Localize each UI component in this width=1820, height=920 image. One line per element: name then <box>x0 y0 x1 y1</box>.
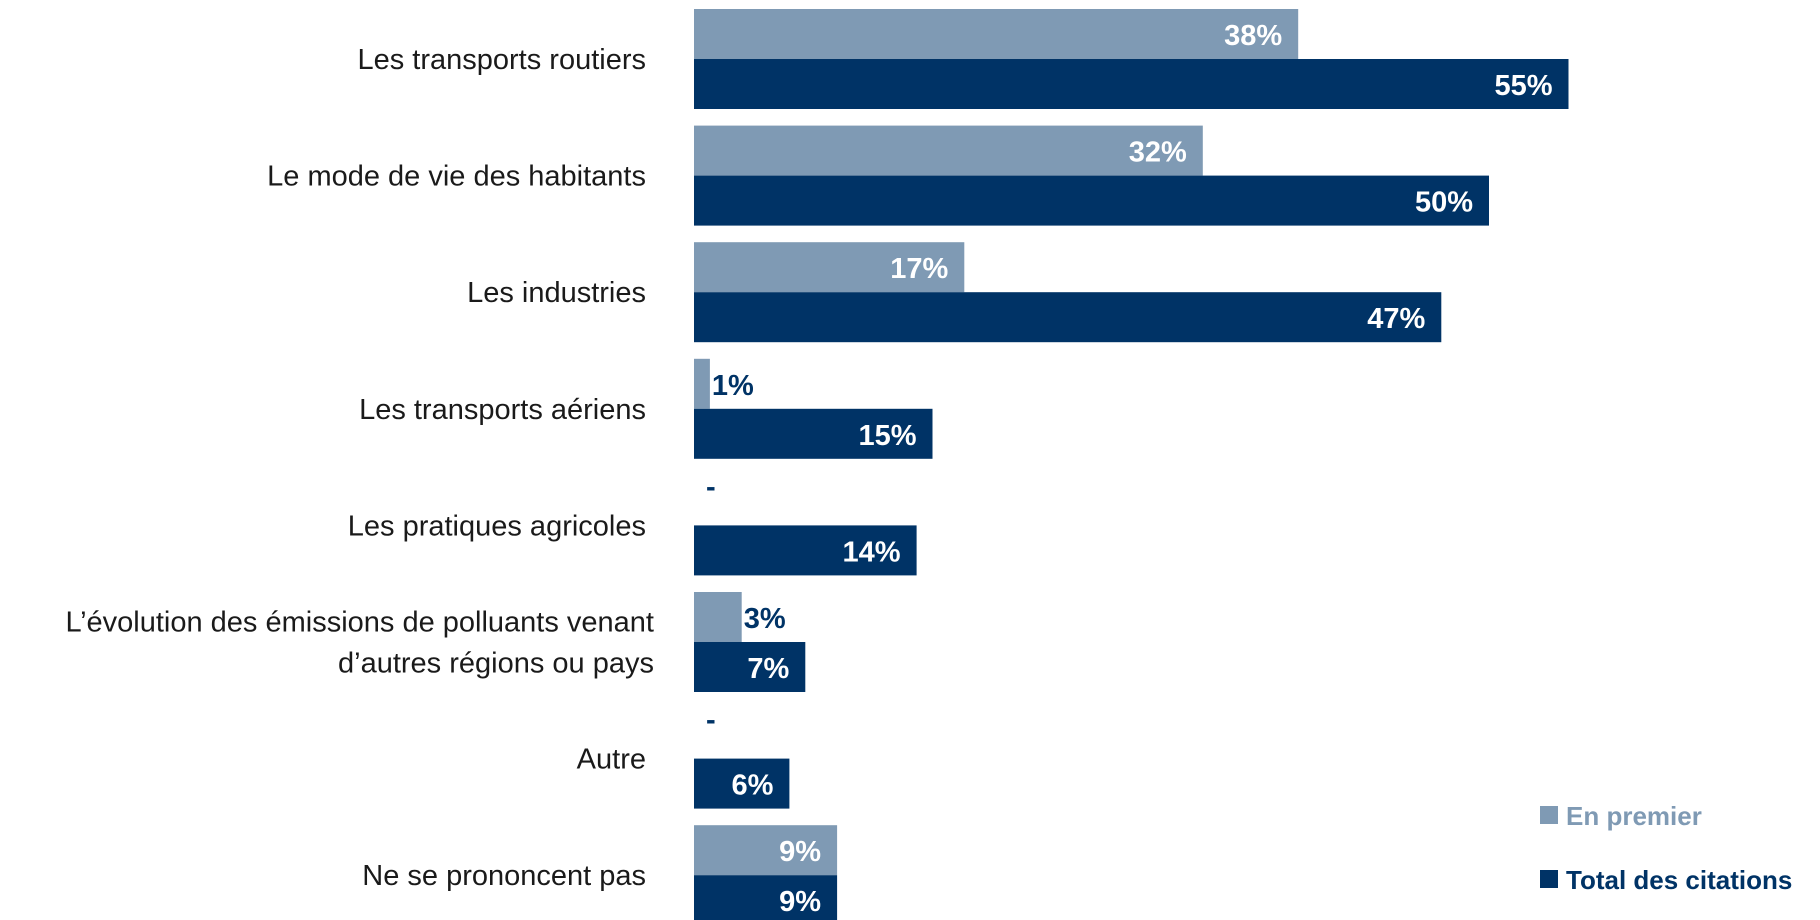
bar-en-premier <box>694 125 1203 176</box>
category-label: Les pratiques agricoles <box>348 510 646 542</box>
bar-total-des-citations <box>694 175 1489 226</box>
bar-en-premier <box>694 9 1299 59</box>
legend-swatch <box>1540 806 1558 824</box>
bars-group: 38%55%32%50%17%47%1%15%-14%3%7%-6%9%9% <box>694 9 1569 920</box>
data-label: 9% <box>779 886 821 918</box>
data-label: 7% <box>747 653 789 685</box>
bar-en-premier <box>694 242 965 293</box>
category-label: Ne se prononcent pas <box>362 860 646 892</box>
bar-total-des-citations <box>694 408 933 459</box>
legend: En premier Total des citations <box>1540 801 1792 895</box>
category-label: Le mode de vie des habitants <box>267 161 646 193</box>
category-label: L’évolution des émissions de polluants v… <box>66 607 654 680</box>
data-label: 9% <box>779 836 821 868</box>
bar-total-des-citations <box>694 59 1569 109</box>
bar-en-premier <box>694 592 742 642</box>
data-label: 47% <box>1367 303 1425 335</box>
data-label: 32% <box>1129 137 1187 169</box>
bar-en-premier <box>694 825 838 876</box>
data-label-missing: - <box>706 705 716 737</box>
bar-total-des-citations <box>694 758 790 809</box>
legend-swatch <box>1540 870 1558 888</box>
data-label: 6% <box>731 770 773 802</box>
legend-label: En premier <box>1566 801 1702 831</box>
data-label: 17% <box>890 253 948 285</box>
legend-label: Total des citations <box>1566 865 1792 895</box>
data-label-missing: - <box>706 471 716 503</box>
data-label: 1% <box>712 370 754 402</box>
category-labels: Les transports routiers Le mode de vie de… <box>66 44 654 892</box>
category-label: Les transports aériens <box>359 394 646 426</box>
bar-total-des-citations <box>694 292 1442 343</box>
bar-total-des-citations <box>694 875 838 920</box>
data-label: 14% <box>843 536 901 568</box>
data-label: 38% <box>1224 20 1282 52</box>
category-label: Les transports routiers <box>357 44 646 76</box>
data-label: 55% <box>1494 70 1552 102</box>
data-label: 15% <box>858 420 916 452</box>
category-label: Les industries <box>467 277 646 309</box>
category-label: Autre <box>577 744 646 776</box>
data-label: 50% <box>1415 187 1473 219</box>
bar-total-des-citations <box>694 642 806 692</box>
bar-en-premier <box>694 358 710 409</box>
data-label: 3% <box>744 603 786 635</box>
bar-total-des-citations <box>694 525 917 576</box>
